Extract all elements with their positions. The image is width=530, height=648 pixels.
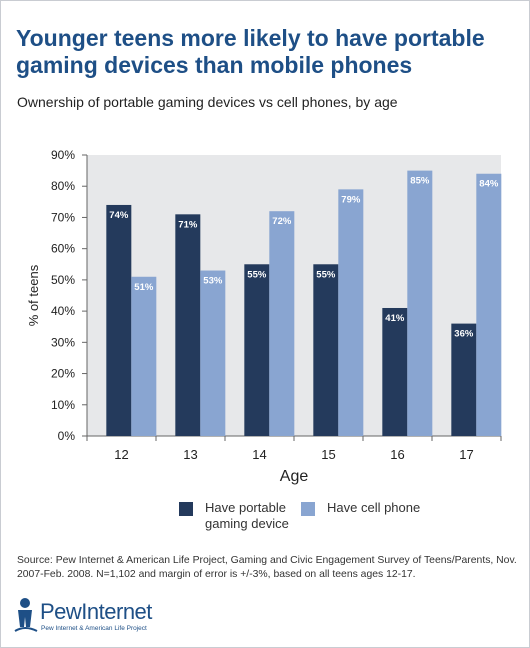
bar-data-label: 36% [454,329,474,340]
source-note: Source: Pew Internet & American Life Pro… [17,555,517,580]
legend-swatch [301,502,315,516]
bar-data-label: 71% [178,219,198,230]
bar-data-label: 85% [410,176,430,187]
y-tick-label: 10% [51,398,75,412]
chart-title: Younger teens more likely to have portab… [16,25,485,78]
bar [476,173,502,436]
legend-label: Have portable gaming device [205,500,289,531]
y-tick-label: 70% [51,210,75,224]
y-tick-label: 50% [51,273,75,287]
logo-name: PewInternet [40,599,152,624]
bar [269,211,295,436]
bar [244,264,270,436]
y-tick-label: 40% [51,304,75,318]
bar-data-label: 84% [479,179,499,190]
bar [200,270,226,436]
legend-label: Have cell phone [327,500,420,515]
bar [175,214,201,436]
bar-data-label: 79% [341,194,361,205]
bar [338,189,364,436]
x-tick-label: 13 [183,447,197,462]
y-tick-label: 0% [58,429,76,443]
bar [131,276,157,436]
bar [382,307,408,436]
pew-internet-logo: PewInternet Pew Internet & American Life… [13,597,213,637]
bar-data-label: 72% [272,216,292,227]
person-icon [14,598,38,632]
y-tick-label: 80% [51,179,75,193]
x-axis: 12 13 14 15 16 17 [86,435,502,462]
bar [451,323,477,436]
y-tick-label: 20% [51,367,75,381]
bar-data-label: 55% [247,269,267,280]
bar-data-label: 41% [385,313,405,324]
bar [106,204,132,436]
bar [407,170,433,436]
bar-data-label: 55% [316,269,336,280]
x-axis-label: Age [280,468,309,485]
x-tick-label: 12 [114,447,128,462]
bar-data-label: 53% [203,276,223,287]
chart-subtitle: Ownership of portable gaming devices vs … [17,94,398,110]
logo-tagline: Pew Internet & American Life Project [41,625,147,632]
bar-chart: 0% 10% 20% 30% 40% 50% 60% 70% 80% 90% 12 13 14 15 16… [26,148,502,531]
y-axis-label: % of teens [26,264,41,326]
x-tick-label: 17 [459,447,473,462]
x-tick-label: 16 [390,447,404,462]
legend-swatch [179,502,193,516]
x-tick-label: 15 [321,447,335,462]
y-tick-label: 60% [51,242,75,256]
bar [313,264,339,436]
y-tick-label: 30% [51,335,75,349]
bar-data-label: 74% [109,210,129,221]
y-tick-label: 90% [51,148,75,162]
legend: Have portable gaming device Have cell phon… [179,500,420,531]
y-axis: 0% 10% 20% 30% 40% 50% 60% 70% 80% 90% [51,148,88,443]
bars: 74% 71% 55% 55% 41% 36% 51% 53% 72% 79% 85% 84% [106,170,502,436]
bar-data-label: 51% [134,282,154,293]
x-tick-label: 14 [252,447,266,462]
